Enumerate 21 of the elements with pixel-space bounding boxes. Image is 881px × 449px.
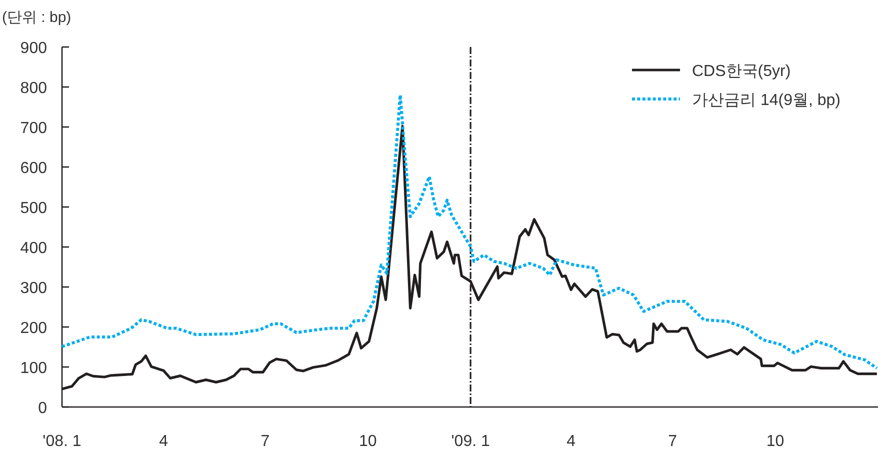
xtick: 4 (159, 433, 168, 449)
ytick: 600 (20, 160, 47, 177)
xtick: '08. 1 (42, 433, 82, 449)
ytick: 900 (20, 40, 47, 57)
xtick: 10 (766, 433, 784, 449)
xtick: 7 (668, 433, 678, 449)
ytick: 200 (20, 320, 47, 337)
ytick: 100 (20, 360, 47, 377)
xtick: 7 (260, 433, 270, 449)
xtick: 4 (566, 433, 576, 449)
xtick: 10 (358, 433, 377, 449)
xtick: '09. 1 (451, 433, 490, 449)
legend-label: 가산금리 14(9월, bp) (692, 92, 840, 109)
ytick: 400 (20, 240, 47, 257)
ytick: 800 (20, 80, 47, 97)
ylabel: (단위 : bp) (2, 9, 72, 26)
ytick: 0 (38, 400, 47, 417)
ytick: 700 (20, 120, 47, 137)
legend-label: CDS한국(5yr) (692, 63, 791, 80)
ytick: 300 (20, 280, 47, 297)
ytick: 500 (20, 200, 47, 217)
